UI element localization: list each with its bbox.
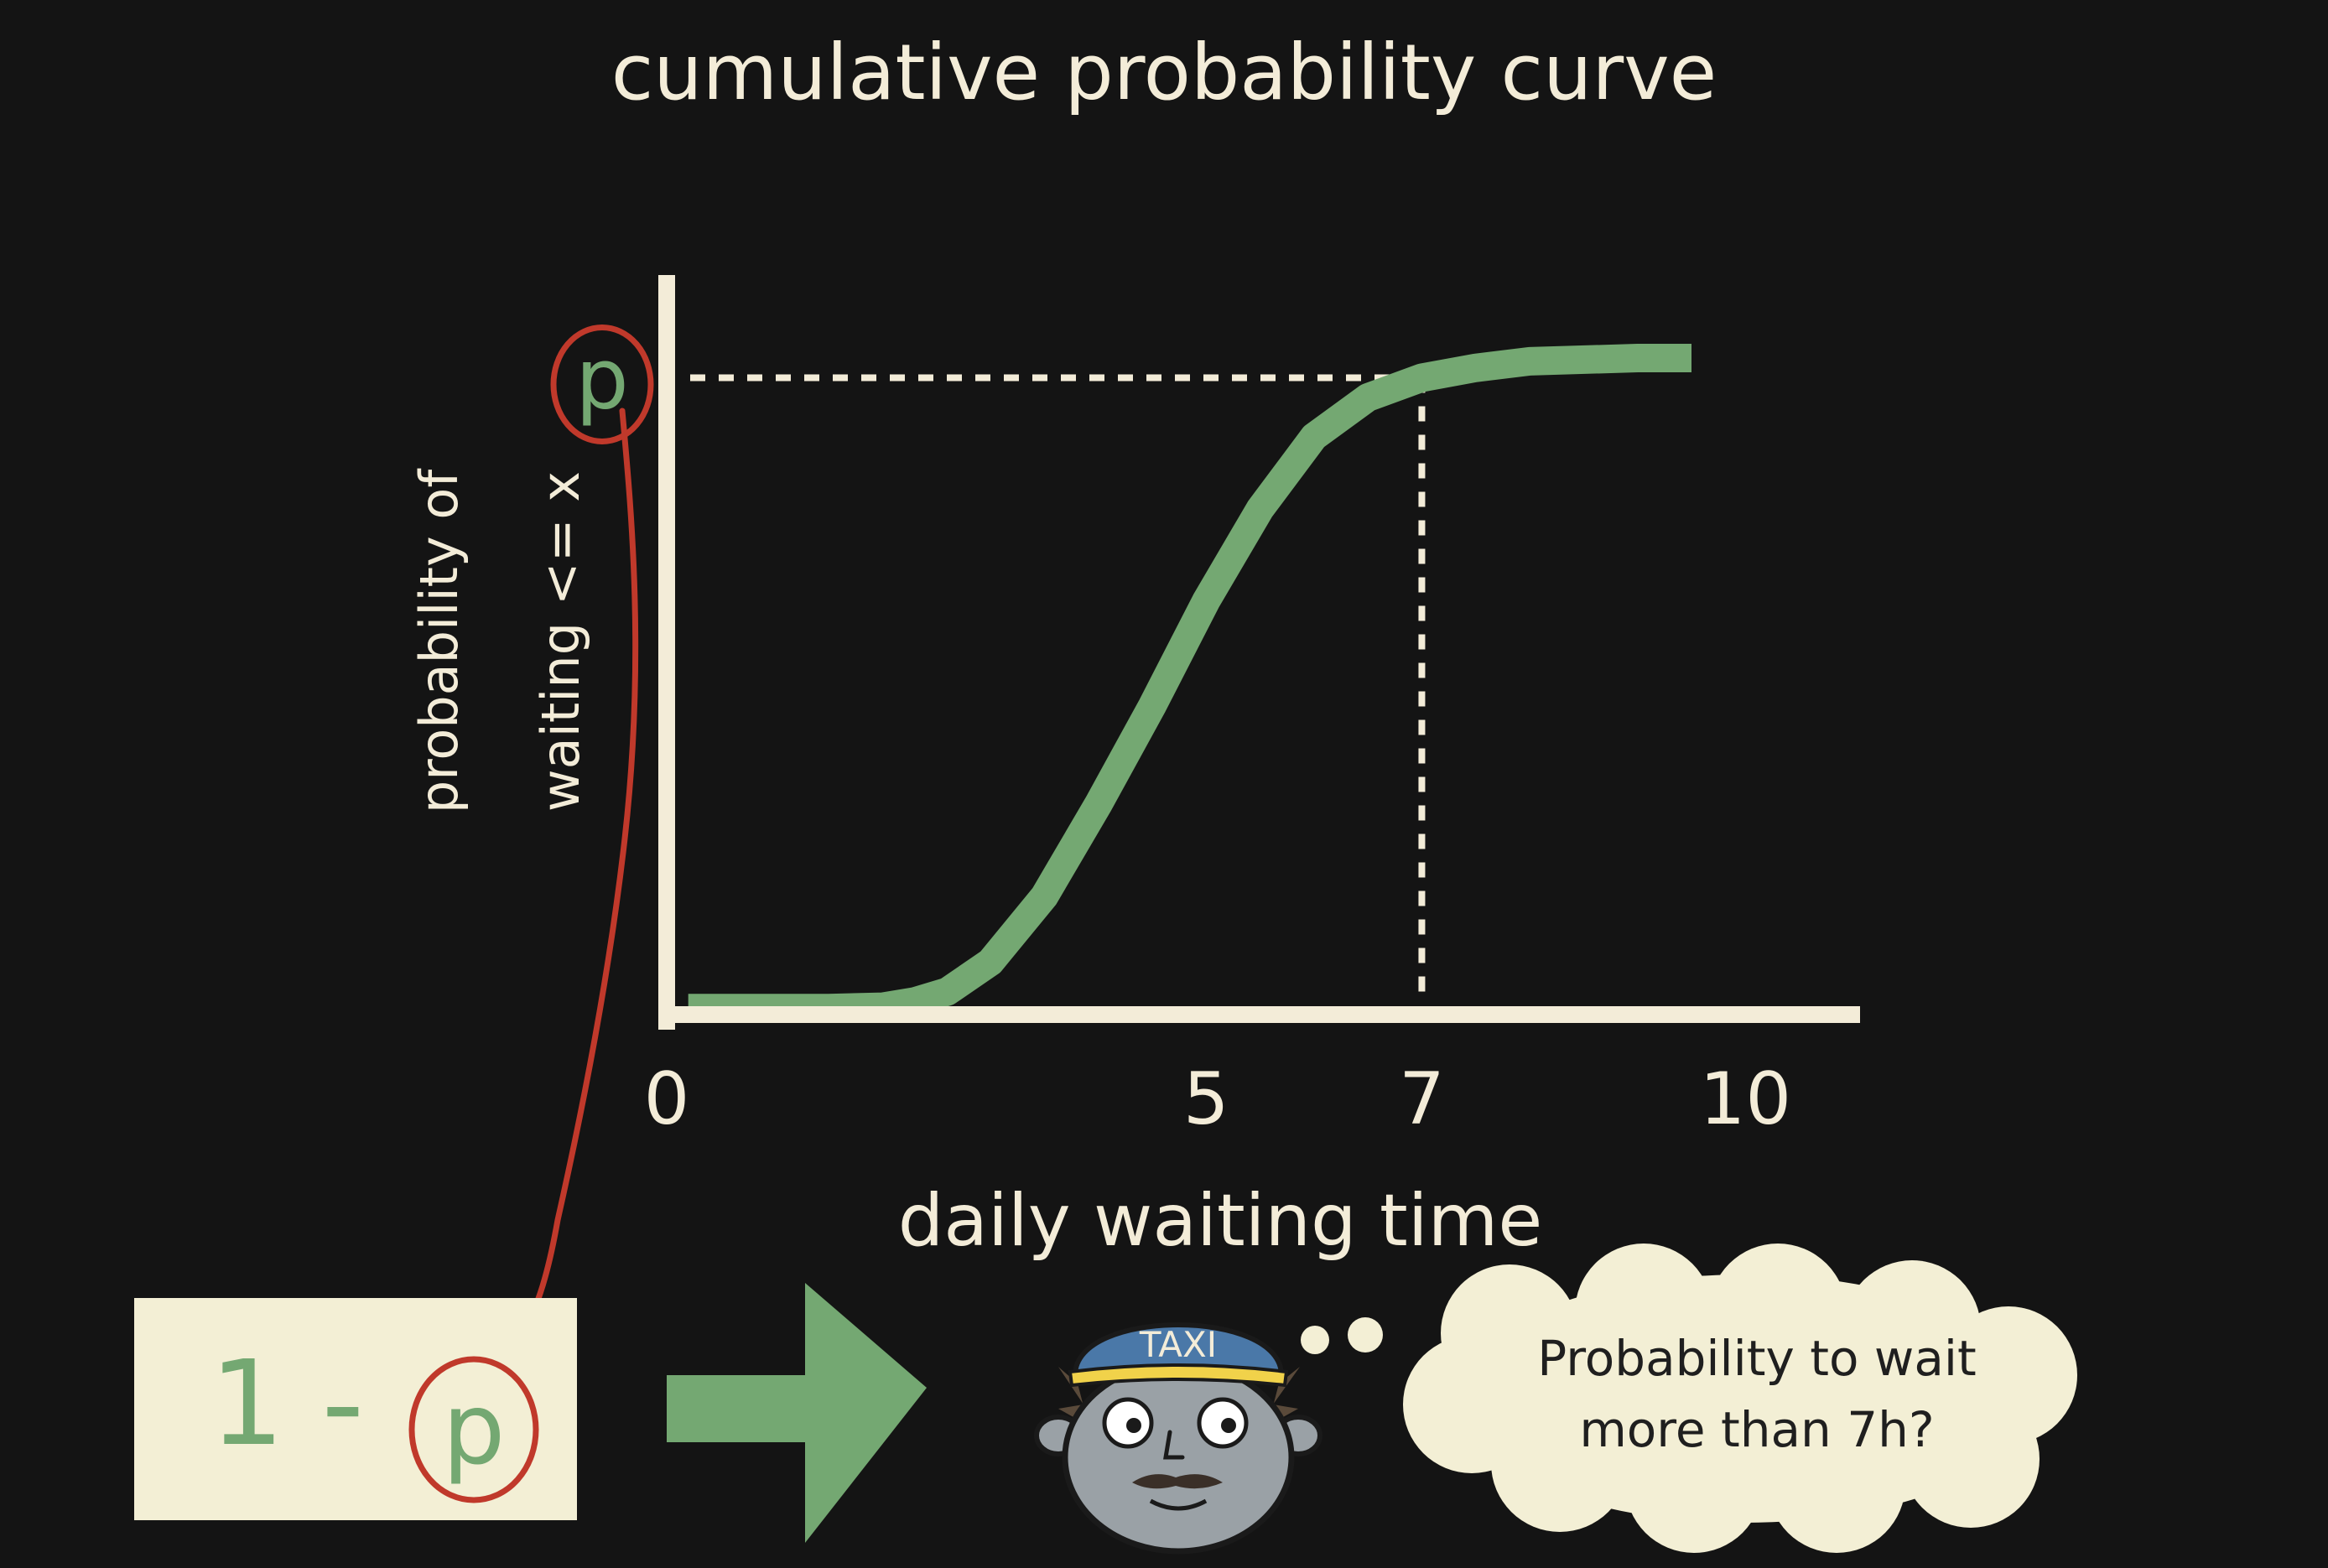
speech-line-2: more than 7h? bbox=[1579, 1401, 1934, 1458]
driver-pupil-left bbox=[1126, 1418, 1141, 1433]
thought-dot-2 bbox=[1348, 1317, 1383, 1353]
driver-mouth bbox=[1149, 1498, 1208, 1511]
formula-p-circle bbox=[408, 1356, 539, 1503]
taxi-driver-icon: TAXI bbox=[1034, 1322, 1322, 1555]
x-tick-label: 5 bbox=[1183, 1057, 1229, 1141]
x-tick-label: 0 bbox=[644, 1057, 690, 1141]
guide-lines bbox=[690, 374, 1426, 1005]
formula-box bbox=[134, 1298, 577, 1520]
thought-dot-1 bbox=[1301, 1326, 1329, 1354]
speech-line-1: Probability to wait bbox=[1537, 1330, 1977, 1387]
driver-nose bbox=[1163, 1430, 1185, 1460]
arrow-icon bbox=[667, 1283, 927, 1543]
x-tick-label: 10 bbox=[1700, 1057, 1791, 1141]
thought-bubble: Probability to wait more than 7h? bbox=[1403, 1243, 2077, 1553]
p-marker-circle bbox=[550, 324, 654, 444]
cap-label: TAXI bbox=[1139, 1324, 1217, 1365]
formula-prefix: 1 - bbox=[210, 1336, 364, 1472]
driver-pupil-right bbox=[1221, 1418, 1236, 1433]
x-tick-labels: 0 5 7 10 bbox=[644, 1057, 1791, 1141]
x-tick-label: 7 bbox=[1399, 1057, 1445, 1141]
chart-title: cumulative probability curve bbox=[611, 28, 1717, 117]
driver-mustache bbox=[1132, 1474, 1223, 1489]
bubble-body bbox=[1455, 1275, 2034, 1523]
p-marker: p bbox=[550, 324, 654, 444]
y-axis-label-line2: waiting <= x bbox=[530, 471, 591, 812]
x-axis-label: daily waiting time bbox=[898, 1179, 1543, 1263]
formula-p: p bbox=[443, 1371, 506, 1487]
cdf-curve bbox=[688, 344, 1691, 1023]
connector-line bbox=[498, 408, 639, 1358]
driver-cap bbox=[1072, 1322, 1285, 1378]
y-axis-label-line1: probability of bbox=[408, 468, 470, 813]
driver-cap-brim bbox=[1068, 1363, 1289, 1388]
cdf-curve-layer bbox=[688, 344, 1691, 1023]
